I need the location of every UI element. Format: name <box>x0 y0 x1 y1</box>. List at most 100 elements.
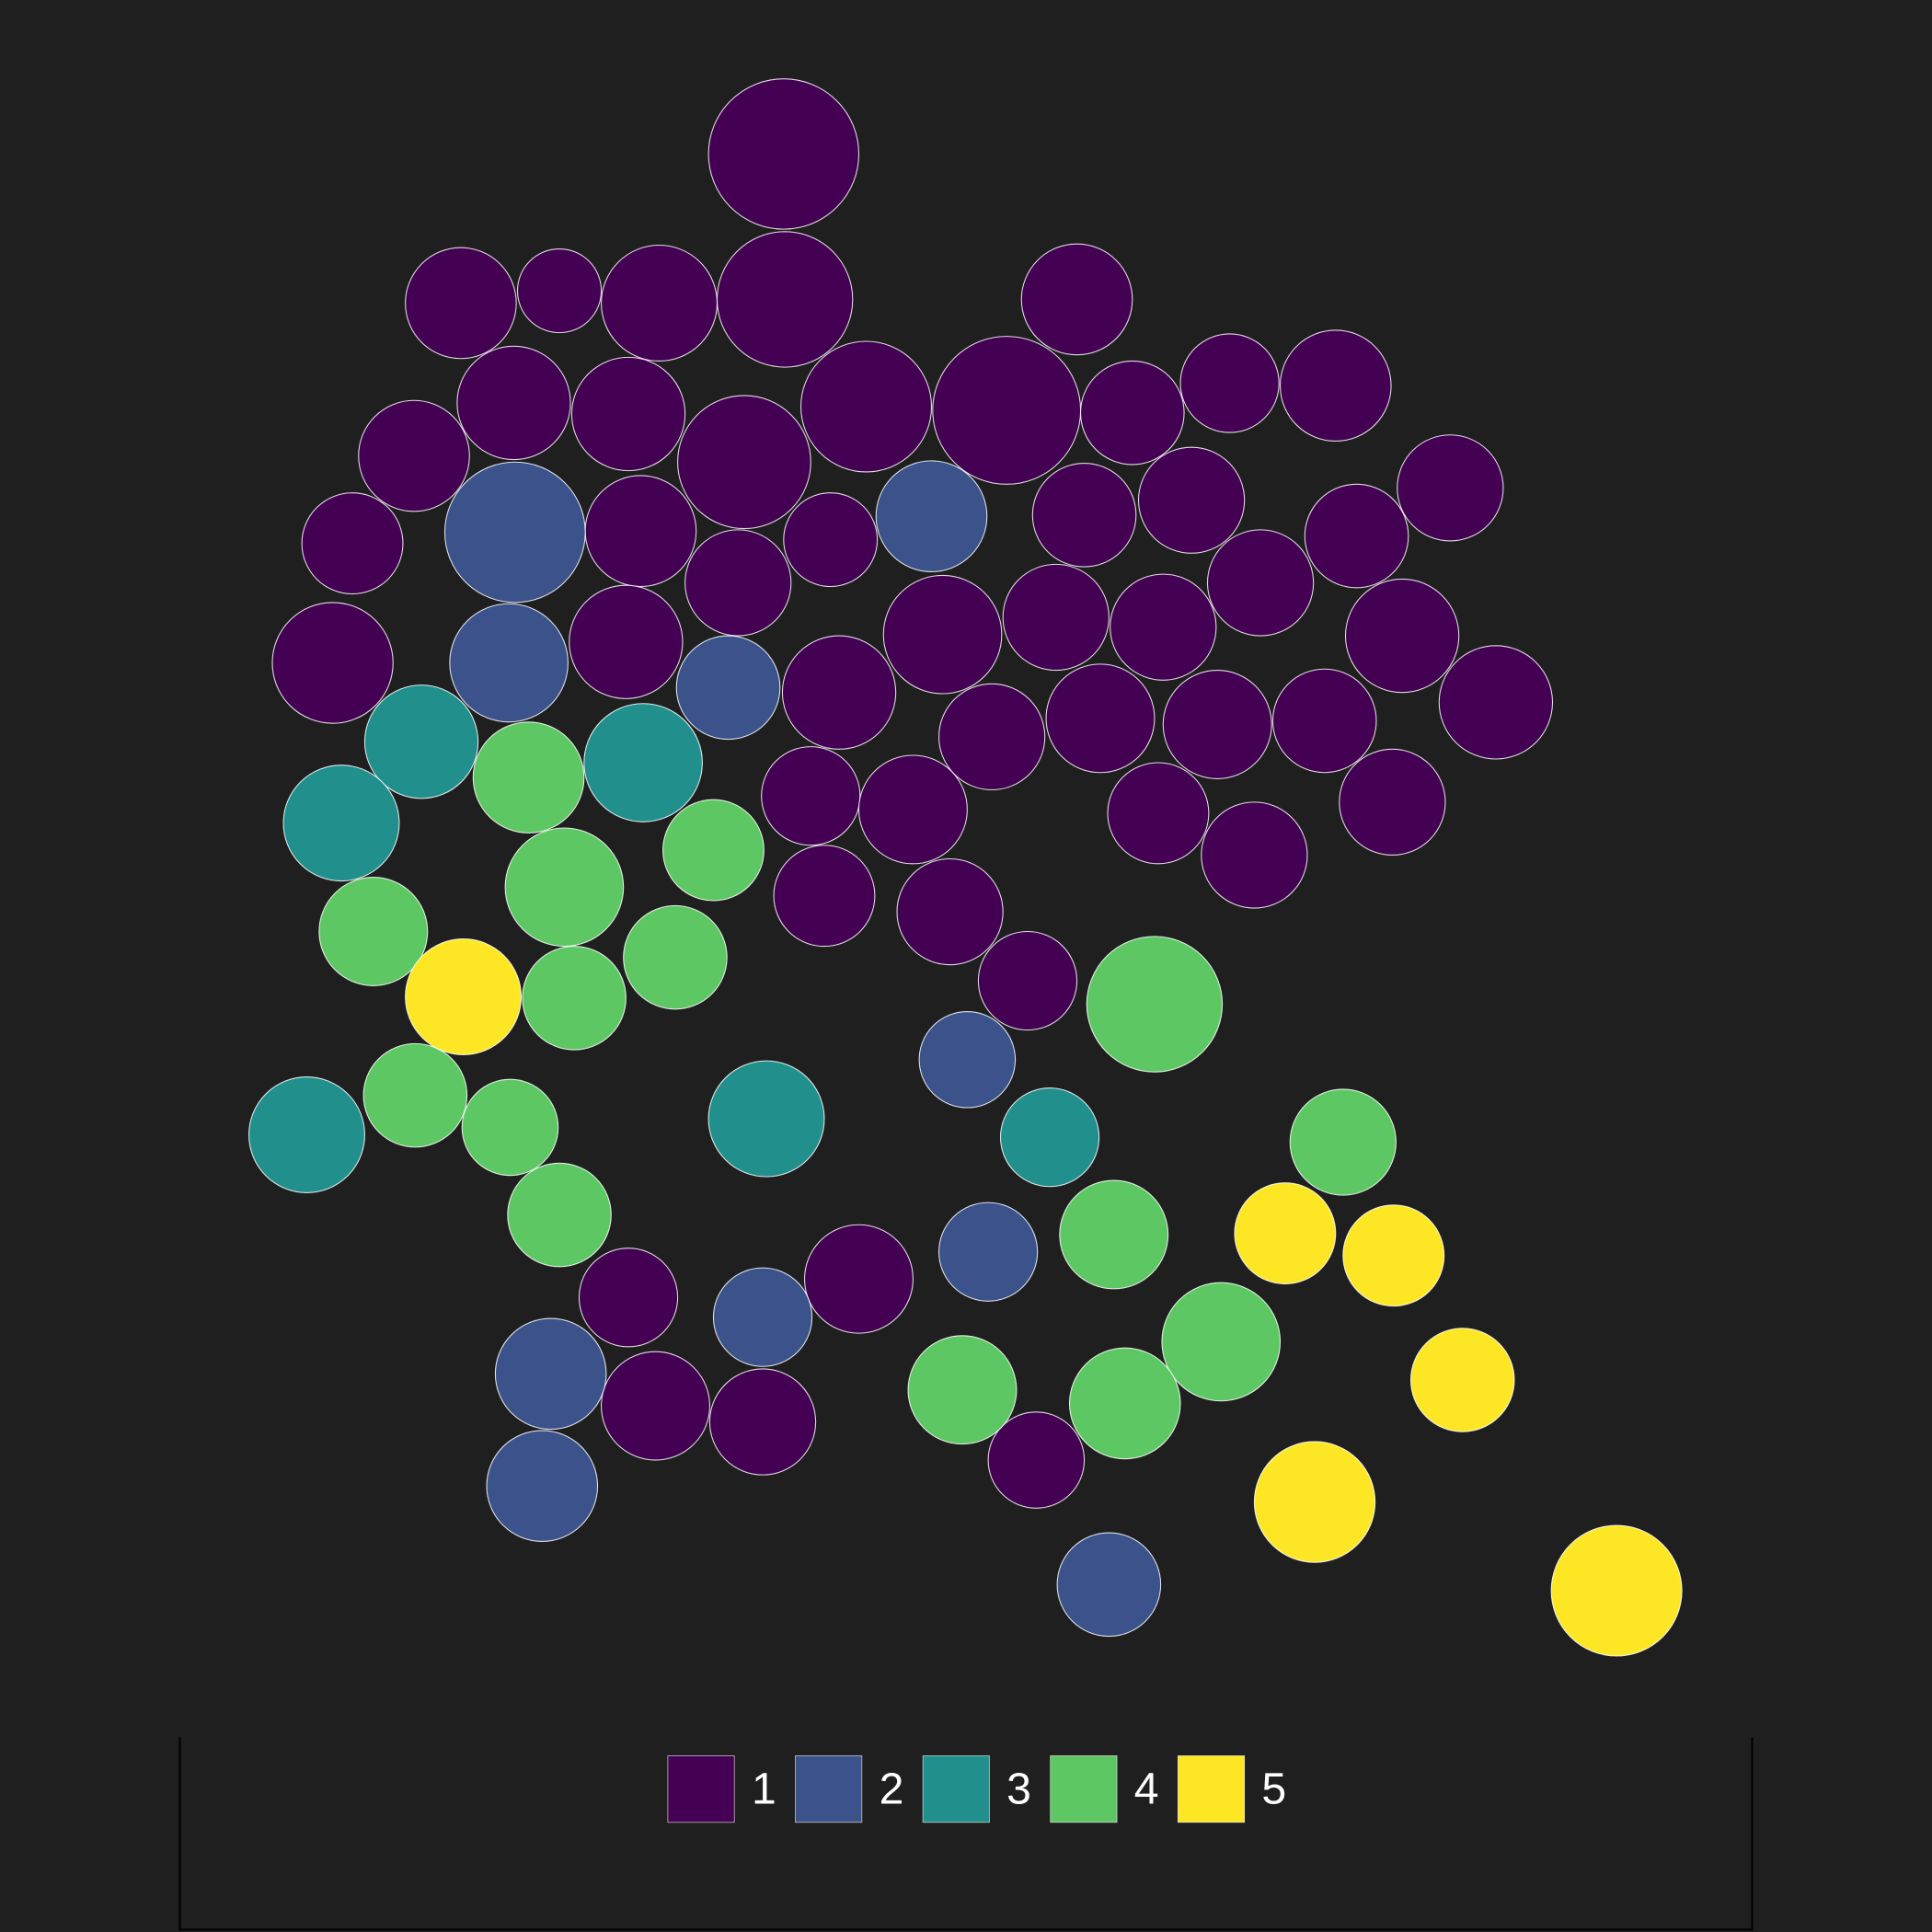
bubble-group-3 <box>707 1060 825 1178</box>
bubble-group-1 <box>456 345 571 461</box>
bubble-group-4 <box>662 799 765 902</box>
bubble-group-1 <box>800 340 933 473</box>
bubble-group-2 <box>875 460 988 572</box>
bubble-group-1 <box>896 857 1004 966</box>
legend-swatch-3 <box>922 1755 990 1823</box>
bubble-group-4 <box>1059 1179 1169 1290</box>
bubble-group-1 <box>882 574 1003 695</box>
bubble-group-2 <box>486 1430 599 1542</box>
bubble-group-1 <box>716 231 854 368</box>
bubble-group-1 <box>977 930 1078 1031</box>
legend-label-2: 2 <box>880 1765 904 1814</box>
bubble-group-1 <box>1110 573 1217 681</box>
bubble-group-1 <box>1344 578 1460 694</box>
bubble-group-1 <box>1080 360 1185 466</box>
bubble-group-3 <box>583 703 703 822</box>
bubble-group-1 <box>773 845 876 948</box>
bubble-group-4 <box>318 877 429 986</box>
bubble-group-1 <box>1397 434 1504 542</box>
bubble-group-4 <box>362 1042 468 1148</box>
bubble-group-1 <box>781 635 897 750</box>
bubble-group-1 <box>578 1248 679 1348</box>
bubble-group-4 <box>1289 1088 1397 1196</box>
legend-swatch-5 <box>1177 1755 1246 1823</box>
bubble-layer <box>248 78 1683 1657</box>
bubble-group-4 <box>623 904 728 1010</box>
bubble-group-4 <box>907 1335 1018 1445</box>
legend: 1 2 3 4 5 <box>178 1737 1754 1931</box>
legend-label-5: 5 <box>1261 1765 1286 1814</box>
bubble-group-1 <box>601 244 718 362</box>
bubble-group-1 <box>1031 463 1137 568</box>
bubble-group-1 <box>857 754 968 865</box>
legend-frame <box>178 1737 1754 1931</box>
bubble-group-1 <box>677 395 811 530</box>
bubble-group-2 <box>443 461 586 604</box>
bubble-group-2 <box>938 1202 1039 1302</box>
bubble-group-4 <box>504 827 625 948</box>
bubble-group-2 <box>675 635 781 741</box>
bubble-group-4 <box>1086 936 1224 1073</box>
bubble-group-5 <box>1409 1328 1515 1432</box>
bubble-group-1 <box>987 1411 1086 1509</box>
bubble-group-2 <box>449 603 569 723</box>
bubble-group-5 <box>1550 1524 1683 1657</box>
bubble-group-2 <box>494 1317 607 1431</box>
bubble-group-1 <box>516 248 603 334</box>
bubble-group-1 <box>938 683 1046 791</box>
bubble-group-1 <box>708 1368 817 1476</box>
bubble-group-1 <box>1438 645 1554 760</box>
bubble-group-1 <box>271 602 394 724</box>
bubble-group-1 <box>1107 762 1210 865</box>
bubble-group-3 <box>999 1087 1100 1188</box>
bubble-group-1 <box>570 356 686 472</box>
legend-swatch-4 <box>1050 1755 1118 1823</box>
bubble-group-4 <box>461 1078 559 1177</box>
bubble-group-1 <box>601 1351 710 1461</box>
bubble-group-4 <box>1161 1282 1282 1402</box>
bubble-group-1 <box>783 492 879 588</box>
bubble-group-1 <box>1201 801 1308 909</box>
bubble-group-1 <box>932 336 1082 485</box>
bubble-group-1 <box>1206 529 1315 637</box>
bubble-group-1 <box>1339 748 1446 856</box>
bubble-group-2 <box>918 1011 1017 1109</box>
bubble-group-1 <box>584 475 697 588</box>
bubble-group-5 <box>1234 1182 1337 1285</box>
bubble-group-1 <box>1179 333 1280 433</box>
bubble-group-1 <box>1162 670 1272 779</box>
bubble-group-1 <box>301 492 404 595</box>
legend-items: 1 2 3 4 5 <box>667 1755 1286 1823</box>
bubble-group-5 <box>1342 1204 1445 1307</box>
bubble-group-1 <box>804 1224 914 1334</box>
bubble-group-1 <box>358 399 470 512</box>
bubble-group-1 <box>1279 329 1392 442</box>
bubble-group-1 <box>1002 563 1110 672</box>
bubble-group-1 <box>1271 668 1377 774</box>
bubble-group-4 <box>1068 1347 1181 1460</box>
bubble-group-4 <box>472 721 585 834</box>
bubble-group-1 <box>405 247 517 360</box>
bubble-group-5 <box>405 938 523 1055</box>
legend-label-4: 4 <box>1134 1765 1159 1814</box>
bubble-group-2 <box>1056 1532 1162 1638</box>
bubble-group-1 <box>684 529 792 637</box>
bubble-group-1 <box>761 746 861 846</box>
bubble-group-1 <box>1020 243 1133 356</box>
bubble-group-1 <box>707 78 860 230</box>
bubble-group-1 <box>1137 446 1246 554</box>
bubble-group-4 <box>522 946 627 1051</box>
bubble-group-3 <box>363 684 479 799</box>
legend-label-1: 1 <box>752 1765 776 1814</box>
legend-swatch-1 <box>667 1755 735 1823</box>
bubble-group-1 <box>1045 663 1156 774</box>
bubble-group-5 <box>1253 1441 1376 1563</box>
bubble-group-3 <box>282 765 400 882</box>
legend-swatch-2 <box>795 1755 863 1823</box>
bubble-group-1 <box>569 584 684 699</box>
bubble-group-4 <box>507 1162 612 1268</box>
legend-label-3: 3 <box>1006 1765 1031 1814</box>
bubble-group-2 <box>712 1267 813 1367</box>
bubble-group-1 <box>1304 483 1409 589</box>
